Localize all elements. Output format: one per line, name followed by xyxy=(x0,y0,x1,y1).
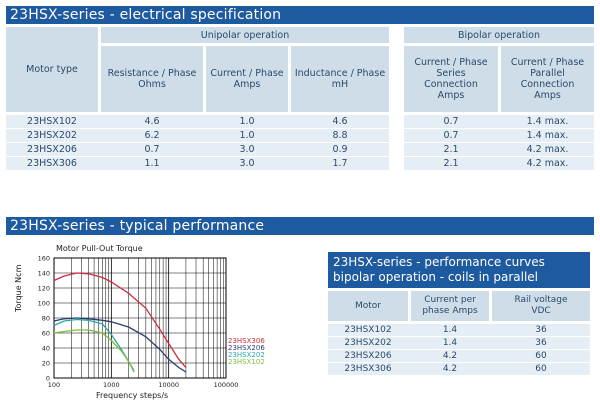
curves-row-background xyxy=(328,363,590,375)
spec-row-background xyxy=(6,157,389,171)
row-divider xyxy=(404,156,594,157)
spec-cell-model: 23HSX102 xyxy=(27,116,77,127)
header-current: Current / Phase Amps xyxy=(206,46,288,112)
spec-cell-parallel: 4.2 max. xyxy=(526,144,569,155)
spec-cell-cur: 3.0 xyxy=(239,144,255,155)
spec-cell-series: 0.7 xyxy=(443,130,459,141)
row-divider xyxy=(6,170,389,171)
spec-cell-cur: 3.0 xyxy=(239,158,255,169)
spec-row-background xyxy=(404,143,594,157)
series-line-23hsx102 xyxy=(53,329,135,371)
spec-cell-ind: 8.8 xyxy=(332,130,348,141)
spec-cell-res: 6.2 xyxy=(144,130,160,141)
spec-cell-ind: 0.9 xyxy=(332,144,348,155)
row-divider xyxy=(6,142,389,143)
curves-cell-current: 1.4 xyxy=(442,338,458,348)
x-tick-label: 100000 xyxy=(214,381,239,389)
spec-cell-res: 0.7 xyxy=(144,144,160,155)
header-bipolar: Bipolar operation xyxy=(404,27,594,43)
chart-y-label: Torque Ncm xyxy=(14,264,23,312)
curves-cell-current: 4.2 xyxy=(442,351,458,361)
y-tick-label: 140 xyxy=(38,270,50,278)
curves-box-title-line1: 23HSX-series - performance curves xyxy=(333,255,545,269)
spec-cell-series: 2.1 xyxy=(443,158,459,169)
y-tick-label: 40 xyxy=(42,345,50,353)
spec-cell-model: 23HSX206 xyxy=(27,144,77,155)
spec-row-background xyxy=(404,129,594,143)
spec-cell-parallel: 1.4 max. xyxy=(526,130,569,141)
chart-title: Motor Pull-Out Torque xyxy=(56,244,143,253)
row-divider xyxy=(6,156,389,157)
spec-cell-parallel: 4.2 max. xyxy=(526,158,569,169)
curves-cell-model: 23HSX206 xyxy=(344,351,392,361)
header-series: Current / Phase Series Connection Amps xyxy=(404,46,498,112)
section-title-performance: 23HSX-series - typical performance xyxy=(6,217,594,235)
series-line-23hsx206 xyxy=(53,317,187,373)
curves-row-background xyxy=(328,324,590,336)
row-divider xyxy=(404,142,594,143)
section-title-electrical: 23HSX-series - electrical specification xyxy=(6,6,594,24)
spec-cell-ind: 1.7 xyxy=(332,158,348,169)
curves-cell-rail: 36 xyxy=(535,338,547,348)
y-tick-label: 100 xyxy=(38,300,50,308)
spec-cell-res: 4.6 xyxy=(144,116,160,127)
y-tick-label: 0 xyxy=(46,375,50,383)
spec-row-background xyxy=(6,129,389,143)
spec-cell-res: 1.1 xyxy=(144,158,160,169)
curves-row-background xyxy=(328,337,590,349)
y-tick-label: 120 xyxy=(38,285,50,293)
legend-entry: 23HSX306 xyxy=(228,337,265,345)
curves-cell-model: 23HSX202 xyxy=(344,338,392,348)
header-motor: Motor xyxy=(328,291,408,321)
spec-cell-series: 0.7 xyxy=(443,116,459,127)
legend-entry: 23HSX206 xyxy=(228,344,265,352)
spec-cell-series: 2.1 xyxy=(443,144,459,155)
row-divider xyxy=(6,128,389,129)
spec-cell-cur: 1.0 xyxy=(239,116,255,127)
spec-cell-parallel: 1.4 max. xyxy=(526,116,569,127)
curves-row-background xyxy=(328,350,590,362)
y-tick-label: 80 xyxy=(42,315,50,323)
x-tick-label: 10000 xyxy=(158,381,179,389)
x-tick-label: 100 xyxy=(48,381,60,389)
curves-cell-rail: 36 xyxy=(535,325,547,335)
curves-cell-current: 1.4 xyxy=(442,325,458,335)
row-divider xyxy=(404,170,594,171)
spec-row-background xyxy=(6,115,389,129)
curves-cell-rail: 60 xyxy=(535,351,547,361)
header-motor-type: Motor type xyxy=(6,27,98,112)
curves-cell-rail: 60 xyxy=(535,364,547,374)
header-rail-voltage: Rail voltage VDC xyxy=(492,291,590,321)
spec-cell-model: 23HSX306 xyxy=(27,158,77,169)
spec-row-background xyxy=(404,115,594,129)
spec-row-background xyxy=(404,157,594,171)
header-resistance: Resistance / Phase Ohms xyxy=(101,46,203,112)
spec-cell-model: 23HSX202 xyxy=(27,130,77,141)
spec-cell-ind: 4.6 xyxy=(332,116,348,127)
header-unipolar: Unipolar operation xyxy=(101,27,389,43)
y-tick-label: 60 xyxy=(42,330,50,338)
curves-box-title-line2: bipolar operation - coils in parallel xyxy=(333,270,538,284)
torque-chart: 0 20 40 60 80 100 120 140 160 100 1000 10000 100000 2… xyxy=(38,255,266,390)
series-line-23hsx306 xyxy=(53,272,187,368)
curves-box-title: 23HSX-series - performance curves bipola… xyxy=(328,252,590,288)
chart-x-label: Frequency steps/s xyxy=(96,391,169,400)
x-tick-label: 1000 xyxy=(103,381,120,389)
curves-cell-model: 23HSX306 xyxy=(344,364,392,374)
y-tick-label: 20 xyxy=(42,360,50,368)
row-divider xyxy=(404,128,594,129)
curves-cell-current: 4.2 xyxy=(442,364,458,374)
spec-row-background xyxy=(6,143,389,157)
y-tick-label: 160 xyxy=(38,255,50,263)
spec-cell-cur: 1.0 xyxy=(239,130,255,141)
legend-entry: 23HSX102 xyxy=(228,358,265,366)
header-current-per-phase: Current per phase Amps xyxy=(411,291,489,321)
curves-cell-model: 23HSX102 xyxy=(344,325,392,335)
legend-entry: 23HSX202 xyxy=(228,351,265,359)
header-parallel: Current / Phase Parallel Connection Amps xyxy=(501,46,594,112)
header-inductance: Inductance / Phase mH xyxy=(291,46,389,112)
